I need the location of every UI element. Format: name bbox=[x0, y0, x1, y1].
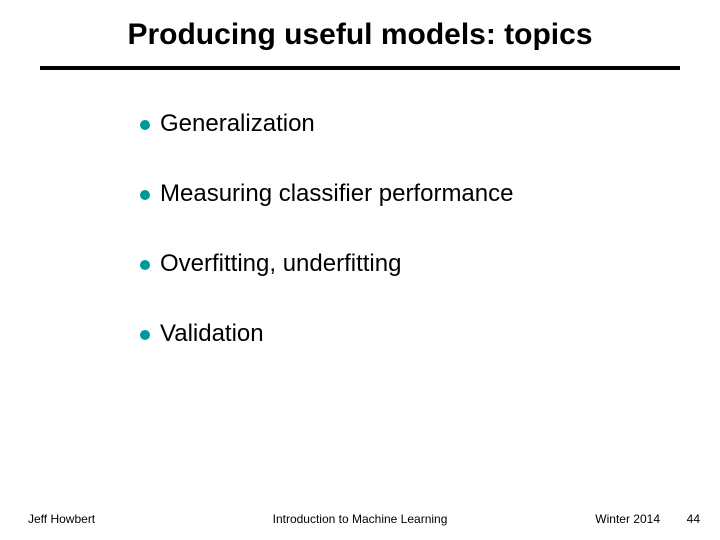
list-item-text: Validation bbox=[160, 320, 264, 348]
slide-title: Producing useful models: topics bbox=[0, 0, 720, 66]
footer: Jeff Howbert Introduction to Machine Lea… bbox=[0, 512, 720, 526]
bullet-icon bbox=[140, 190, 150, 200]
list-item: Generalization bbox=[140, 110, 720, 138]
list-item: Validation bbox=[140, 320, 720, 348]
footer-author: Jeff Howbert bbox=[28, 512, 95, 526]
list-item: Measuring classifier performance bbox=[140, 180, 720, 208]
footer-page-number: 44 bbox=[687, 512, 700, 526]
footer-term: Winter 2014 bbox=[595, 512, 660, 526]
list-item-text: Overfitting, underfitting bbox=[160, 250, 401, 278]
bullet-icon bbox=[140, 120, 150, 130]
bullet-icon bbox=[140, 330, 150, 340]
list-item: Overfitting, underfitting bbox=[140, 250, 720, 278]
slide: Producing useful models: topics Generali… bbox=[0, 0, 720, 540]
bullet-icon bbox=[140, 260, 150, 270]
list-item-text: Generalization bbox=[160, 110, 315, 138]
list-item-text: Measuring classifier performance bbox=[160, 180, 513, 208]
content-area: Generalization Measuring classifier perf… bbox=[0, 70, 720, 348]
